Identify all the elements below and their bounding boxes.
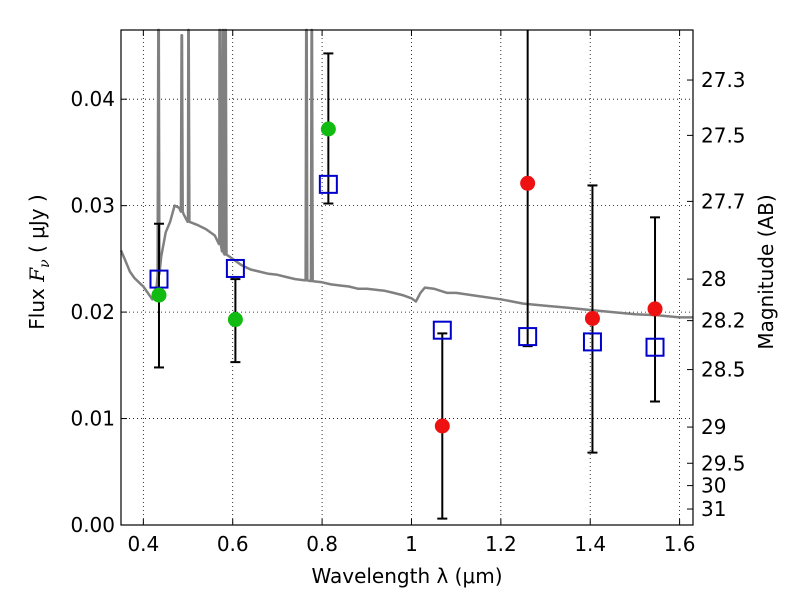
- plot-area: [121, 30, 693, 525]
- model-square-marker: [518, 327, 538, 347]
- observed-circle-marker: [434, 418, 450, 434]
- y-axis-label-subscript: ν: [37, 259, 53, 268]
- x-tick-label: 0.6: [217, 532, 249, 556]
- x-tick-label: 1.2: [485, 532, 517, 556]
- model-square-marker: [582, 332, 602, 352]
- x-tick-label: 1.6: [664, 532, 696, 556]
- model-square-marker: [318, 174, 338, 194]
- x-axis: 0.4 0.6 0.8 1 1.2 1.4 1.6: [127, 30, 696, 556]
- y-axis-label-prefix: Flux: [25, 282, 49, 330]
- y-axis: 0.00 0.01 0.02 0.03 0.04: [70, 87, 127, 537]
- model-square-marker: [432, 320, 452, 340]
- y-tick-label: 0.04: [70, 87, 115, 111]
- observed-circle-marker: [320, 121, 336, 137]
- model-square-marker: [225, 258, 245, 278]
- model-square-marker: [645, 337, 665, 357]
- y2-tick-label: 28: [701, 267, 726, 291]
- y2-tick-label: 29.5: [701, 451, 746, 475]
- y2-tick-label: 30: [701, 474, 726, 498]
- y-tick-label: 0.03: [70, 194, 115, 218]
- x-tick-label: 0.8: [306, 532, 338, 556]
- y2-tick-label: 31: [701, 497, 726, 521]
- observed-circle-marker: [584, 310, 600, 326]
- y2-tick-label: 29: [701, 415, 726, 439]
- x-tick-label: 1.4: [574, 532, 606, 556]
- y2-tick-label: 28.5: [701, 358, 746, 382]
- y-tick-label: 0.00: [70, 513, 115, 537]
- y2-tick-label: 27.7: [701, 189, 746, 213]
- y-tick-label: 0.02: [70, 300, 115, 324]
- observed-circle-marker: [520, 175, 536, 191]
- observed-circle-marker: [647, 301, 663, 317]
- y2-tick-label: 27.5: [701, 123, 746, 147]
- x-axis-label: Wavelength λ (μm): [311, 564, 502, 588]
- plot-frame: [120, 29, 694, 526]
- y2-tick-label: 27.3: [701, 68, 746, 92]
- x-tick-label: 1: [405, 532, 418, 556]
- spectrum-line: [119, 28, 693, 319]
- data-markers: [149, 121, 665, 434]
- model-spectrum: [119, 28, 693, 319]
- observed-circle-marker: [227, 312, 243, 328]
- x-tick-label: 0.4: [127, 532, 159, 556]
- observed-circle-marker: [151, 287, 167, 303]
- y-axis-label-symbol: F: [25, 267, 49, 283]
- y-tick-label: 0.01: [70, 407, 115, 431]
- y2-tick-label: 28.2: [701, 309, 746, 333]
- y-axis-label-units: ( μJy ): [25, 194, 49, 259]
- y-axis-label: Flux Fν ( μJy ): [25, 194, 53, 329]
- y2-axis-label: Magnitude (AB): [754, 194, 778, 349]
